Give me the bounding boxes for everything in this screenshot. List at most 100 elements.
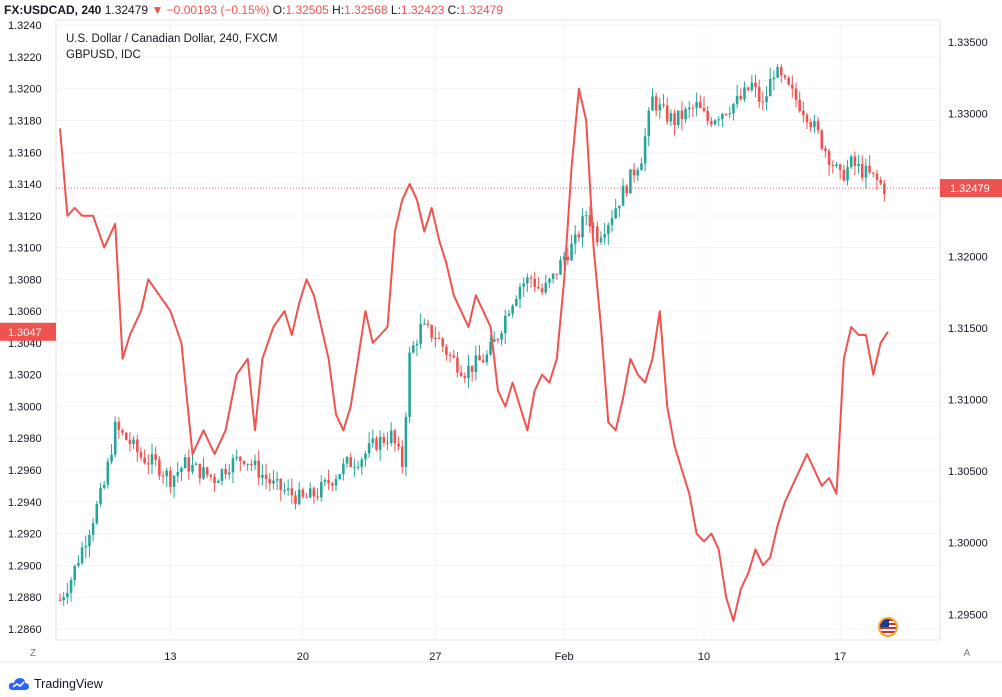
candle-body bbox=[757, 87, 761, 102]
candle-body bbox=[713, 120, 717, 125]
left-axis-tick: 1.3100 bbox=[8, 243, 42, 255]
tradingview-logo[interactable]: TradingView bbox=[8, 677, 103, 691]
left-last-price-badge bbox=[0, 322, 56, 341]
candle-body bbox=[489, 341, 492, 355]
candle-body bbox=[353, 466, 356, 468]
candle-body bbox=[699, 102, 702, 108]
candle-body bbox=[80, 547, 84, 564]
x-axis-tick: 13 bbox=[164, 651, 176, 663]
candle-body bbox=[754, 82, 757, 88]
brand-name: TradingView bbox=[34, 677, 103, 691]
candle-body bbox=[750, 82, 754, 91]
candle-body bbox=[132, 439, 135, 445]
candle-body bbox=[669, 113, 673, 122]
candle-body bbox=[135, 439, 139, 453]
candle-body bbox=[319, 482, 323, 498]
candle-body bbox=[286, 488, 290, 490]
candle-body bbox=[334, 479, 338, 486]
change-arrow-icon: ▼ bbox=[151, 3, 164, 17]
candle-body bbox=[301, 489, 305, 497]
candle-body bbox=[323, 479, 327, 483]
left-axis-tick: 1.3020 bbox=[8, 370, 42, 382]
candle-body bbox=[776, 67, 779, 78]
candle-body bbox=[441, 338, 445, 347]
candle-body bbox=[316, 496, 319, 498]
candle-body bbox=[537, 287, 540, 289]
candle-body bbox=[183, 457, 187, 469]
legend-series-gbpusd[interactable]: GBPUSD, IDC bbox=[66, 49, 141, 61]
candle-body bbox=[99, 487, 102, 505]
left-axis-tick: 1.2920 bbox=[8, 529, 42, 541]
candle-body bbox=[158, 459, 161, 476]
candle-body bbox=[367, 443, 371, 454]
candle-body bbox=[187, 457, 191, 472]
candle-body bbox=[419, 323, 422, 344]
candle-body bbox=[261, 474, 264, 478]
candle-body bbox=[356, 466, 360, 468]
candle-body bbox=[607, 225, 610, 235]
candle-body bbox=[474, 355, 478, 373]
candle-body bbox=[430, 325, 433, 338]
candle-body bbox=[621, 185, 625, 206]
candle-body bbox=[312, 488, 316, 497]
auto-scale-button[interactable]: A bbox=[963, 648, 971, 659]
candle-body bbox=[77, 563, 80, 566]
candle-body bbox=[838, 164, 842, 170]
candle-body bbox=[209, 474, 213, 477]
candle-body bbox=[102, 484, 106, 488]
candle-body bbox=[198, 463, 202, 479]
right-axis-tick: 1.33500 bbox=[948, 37, 988, 49]
candle-body bbox=[423, 323, 426, 325]
candle-body bbox=[143, 457, 146, 464]
candle-body bbox=[864, 165, 868, 178]
candle-body bbox=[706, 111, 709, 122]
left-axis-tick: 1.2940 bbox=[8, 497, 42, 509]
candle-body bbox=[673, 113, 676, 126]
zoom-button[interactable]: Z bbox=[29, 648, 37, 659]
candle-body bbox=[717, 119, 721, 121]
candle-body bbox=[176, 471, 180, 476]
right-axis-tick: 1.33000 bbox=[948, 109, 988, 121]
candle-body bbox=[802, 110, 805, 116]
x-axis-tick: 17 bbox=[834, 651, 846, 663]
candle-body bbox=[253, 460, 257, 466]
candle-body bbox=[91, 523, 95, 535]
left-axis-tick: 1.2980 bbox=[8, 433, 42, 445]
right-axis-tick: 1.29500 bbox=[948, 609, 988, 621]
candle-body bbox=[824, 148, 827, 152]
candle-body bbox=[629, 169, 632, 194]
candle-body bbox=[305, 496, 308, 498]
candle-body bbox=[868, 165, 871, 173]
candle-body bbox=[831, 164, 835, 167]
candle-body bbox=[202, 467, 205, 479]
candle-body bbox=[331, 483, 334, 486]
close-value: 1.32479 bbox=[459, 3, 504, 17]
legend-series-usdcad[interactable]: U.S. Dollar / Canadian Dollar, 240, FXCM bbox=[66, 33, 278, 45]
candle-body bbox=[242, 461, 246, 465]
candle-body bbox=[732, 103, 735, 114]
last-price: 1.32479 bbox=[104, 3, 149, 17]
symbol-label[interactable]: FX:USDCAD, 240 bbox=[4, 3, 102, 17]
candle-body bbox=[478, 355, 481, 361]
us-flag-event-icon[interactable] bbox=[878, 617, 898, 637]
candle-body bbox=[290, 488, 294, 496]
candle-body bbox=[121, 430, 124, 433]
candle-body bbox=[216, 481, 220, 483]
left-axis-tick: 1.2880 bbox=[8, 592, 42, 604]
candle-body bbox=[84, 546, 88, 548]
low-label: L: bbox=[390, 3, 401, 17]
candle-body bbox=[647, 110, 651, 137]
candle-body bbox=[463, 375, 467, 379]
candle-body bbox=[820, 130, 824, 149]
candle-body bbox=[684, 109, 687, 120]
left-axis-tick: 1.2960 bbox=[8, 465, 42, 477]
left-axis-tick: 1.3180 bbox=[8, 115, 42, 127]
left-axis-tick: 1.3040 bbox=[8, 338, 42, 350]
candle-body bbox=[485, 354, 489, 363]
candle-body bbox=[393, 430, 397, 444]
candle-body bbox=[411, 345, 415, 353]
candle-body bbox=[382, 436, 386, 443]
candle-body bbox=[842, 169, 846, 181]
candle-body bbox=[386, 442, 389, 444]
